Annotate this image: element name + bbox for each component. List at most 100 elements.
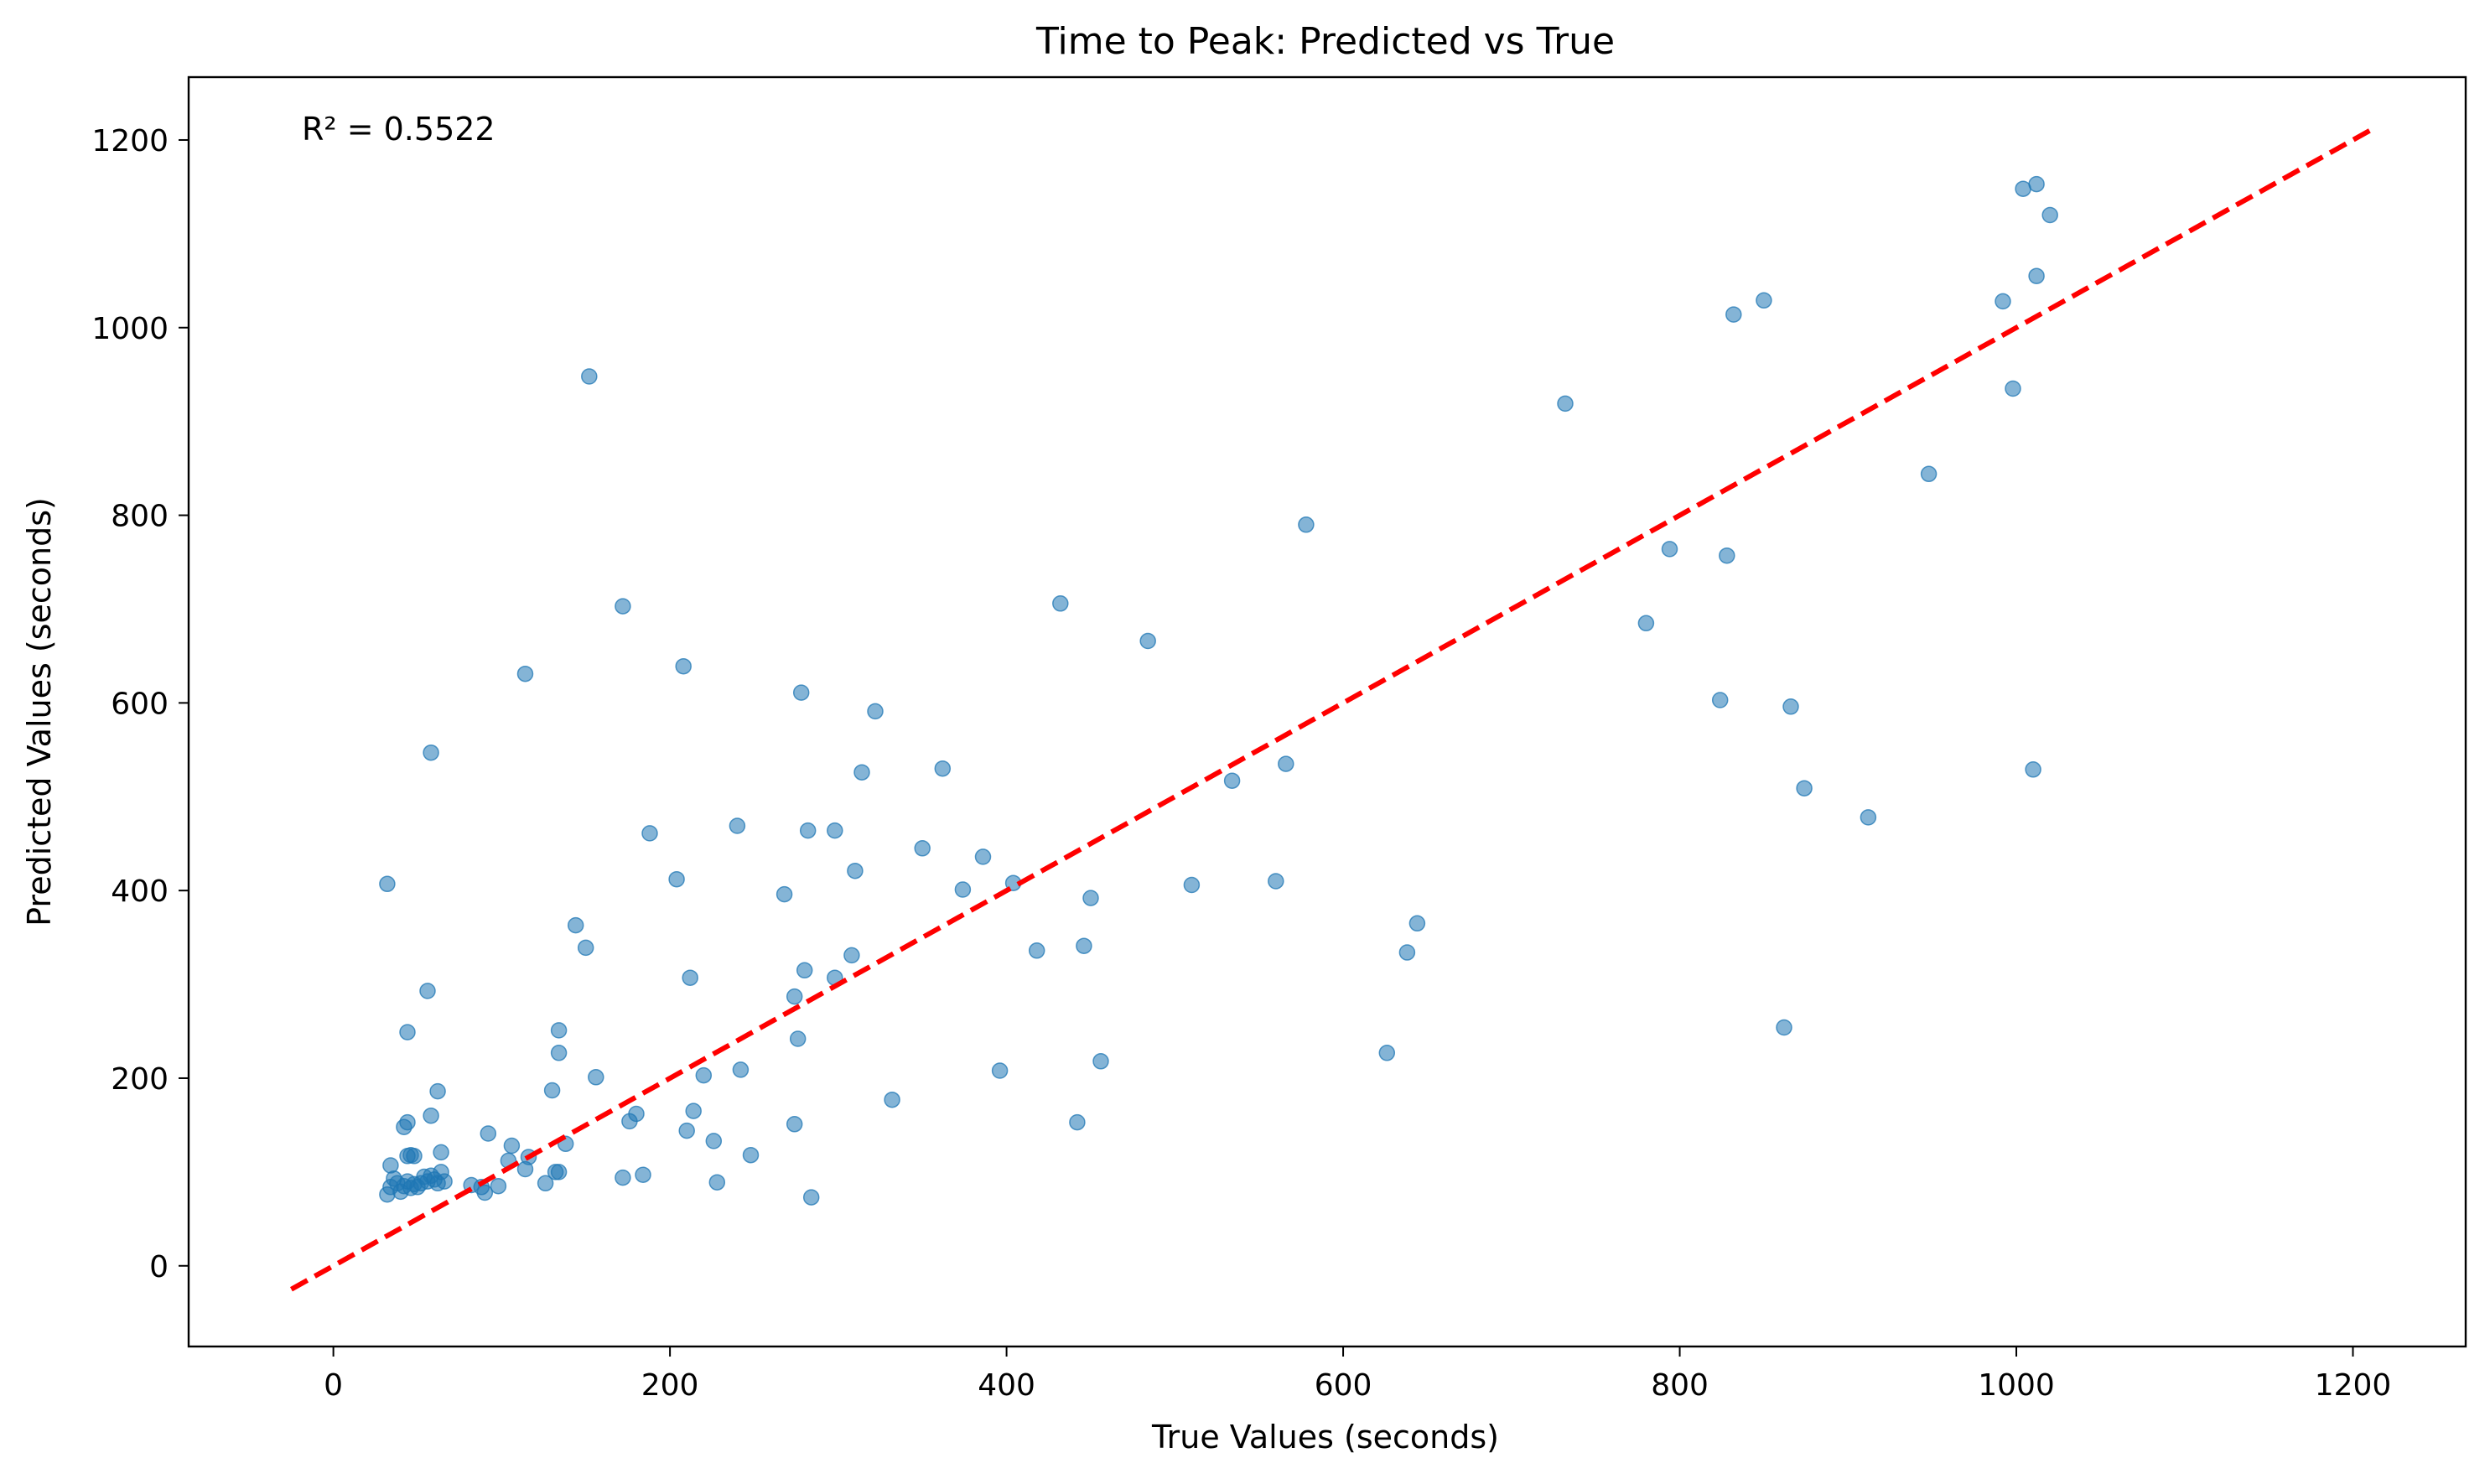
scatter-point (615, 1169, 631, 1186)
scatter-point (2041, 206, 2058, 224)
y-tick-label: 0 (149, 1250, 169, 1284)
scatter-point (974, 848, 992, 865)
scatter-point (382, 1157, 399, 1174)
scatter-point (1637, 615, 1655, 632)
chart-title: Time to Peak: Predicted vs True (1035, 20, 1615, 63)
y-tick-label: 600 (111, 687, 169, 721)
scatter-point (786, 1116, 803, 1133)
scatter-point (1661, 541, 1678, 558)
scatter-point (490, 1177, 507, 1195)
scatter-point (423, 1107, 439, 1124)
scatter-point (480, 1125, 497, 1142)
scatter-point (615, 598, 631, 615)
x-axis-label: True Values (seconds) (1151, 1419, 1499, 1455)
scatter-point (1278, 755, 1294, 772)
scatter-point (799, 822, 817, 839)
scatter-point (685, 1103, 702, 1119)
scatter-point (1796, 780, 1813, 796)
scatter-point (1920, 465, 1938, 483)
scatter-point (641, 825, 658, 842)
scatter-point (843, 947, 860, 964)
scatter-point (423, 744, 439, 761)
scatter-point (742, 1146, 760, 1164)
scatter-point (954, 881, 972, 898)
scatter-point (628, 1105, 645, 1123)
scatter-point (847, 862, 864, 880)
scatter-point (2028, 175, 2045, 193)
scatter-point (1776, 1019, 1792, 1036)
scatter-point (1408, 915, 1426, 932)
x-tick-label: 1200 (2315, 1368, 2392, 1403)
scatter-point (1183, 876, 1201, 894)
x-tick-label: 200 (641, 1368, 699, 1403)
scatter-point (914, 840, 931, 857)
scatter-point (792, 684, 810, 701)
scatter-point (1719, 547, 1735, 564)
scatter-point (436, 1173, 453, 1190)
scatter-point (867, 703, 884, 720)
scatter-point (550, 1164, 568, 1180)
reference-line-layer (289, 128, 2372, 1292)
plot-frame (187, 75, 2467, 1348)
scatter-point (635, 1166, 651, 1183)
scatter-point (934, 760, 952, 777)
scatter-point (1995, 293, 2011, 310)
scatter-point (1092, 1053, 1109, 1070)
scatter-point (802, 1189, 820, 1206)
y-tick-label: 1200 (91, 124, 169, 158)
scatter-point (406, 1148, 423, 1165)
scatter-point (550, 1022, 568, 1039)
scatter-point (991, 1062, 1009, 1079)
scatter-point (789, 1030, 807, 1047)
scatter-point (588, 1069, 604, 1086)
scatter-point (581, 368, 598, 385)
scatter-point (732, 1061, 750, 1078)
scatter-point (1076, 937, 1092, 954)
x-tick-label: 600 (1315, 1368, 1372, 1403)
y-axis-label: Predicted Values (seconds) (21, 497, 58, 926)
scatter-point (537, 1175, 554, 1192)
scatter-point (682, 969, 698, 986)
scatter-point (1782, 698, 1799, 715)
r-squared-annotation: R² = 0.5522 (302, 111, 495, 148)
scatter-point (1028, 942, 1045, 959)
scatter-point (399, 1024, 416, 1040)
scatter-point (379, 875, 396, 893)
scatter-point (1082, 890, 1099, 906)
scatter-point (1298, 516, 1315, 533)
x-tick-label: 800 (1651, 1368, 1709, 1403)
scatter-point (543, 1082, 561, 1099)
scatter-point (1069, 1113, 1086, 1131)
scatter-point (675, 657, 692, 675)
scatter-point (550, 1045, 568, 1061)
scatter-point (853, 764, 870, 781)
scatter-point (2005, 380, 2021, 397)
scatter-point (668, 870, 685, 888)
x-tick-label: 0 (324, 1368, 343, 1403)
perfect-prediction-line (289, 128, 2372, 1292)
scatter-point (1711, 692, 1729, 708)
scatter-point (708, 1174, 726, 1191)
y-tick-label: 1000 (91, 312, 169, 346)
scatter-point (1725, 306, 1742, 323)
scatter-point (476, 1184, 494, 1201)
x-tick-label: 400 (978, 1368, 1035, 1403)
scatter-point (1139, 632, 1156, 650)
scatter-point (2025, 761, 2041, 778)
scatter-point (433, 1144, 449, 1161)
scatter-point (786, 988, 803, 1005)
scatter-point (796, 962, 813, 979)
x-tick-label: 1000 (1978, 1368, 2055, 1403)
scatter-point (1268, 873, 1284, 890)
y-axis-ticks: 0 200 400 600 800 1000 1200 (91, 124, 189, 1284)
scatter-point (1052, 595, 1069, 612)
x-axis-ticks: 0 200 400 600 800 1000 1200 (324, 1346, 2391, 1403)
scatter-point (884, 1091, 900, 1108)
scatter-point (1860, 809, 1877, 826)
scatter-point (695, 1066, 713, 1084)
scatter-point (776, 885, 793, 903)
scatter-point (516, 665, 534, 682)
scatter-point (827, 822, 843, 839)
scatter-point (729, 817, 746, 834)
